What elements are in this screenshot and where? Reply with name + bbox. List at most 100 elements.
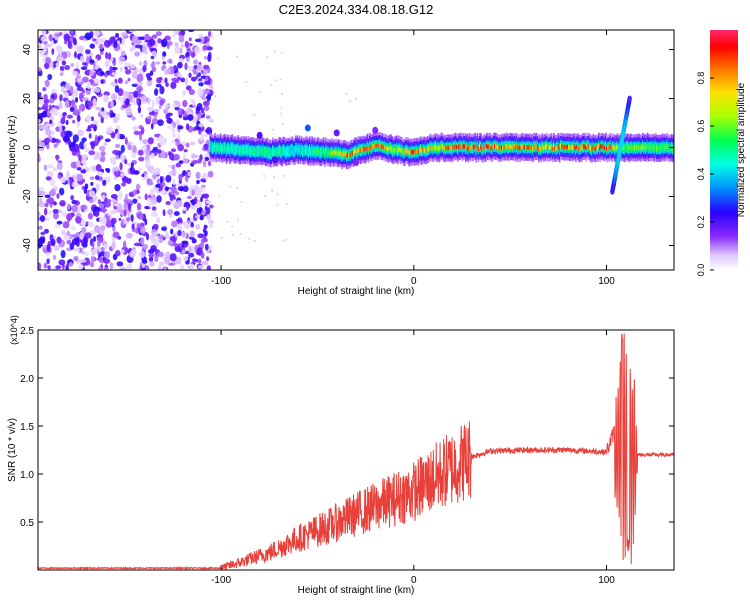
noise-cell	[138, 213, 144, 220]
ridge-cell	[426, 147, 429, 152]
noise-cell	[136, 223, 142, 229]
noise-cell	[171, 133, 177, 138]
noise-cell	[181, 240, 189, 245]
noise-cell	[60, 250, 66, 259]
noise-cell	[162, 51, 167, 58]
noise-cell	[38, 201, 46, 208]
ridge-cell	[339, 151, 341, 156]
noise-cell	[170, 228, 174, 235]
ridge-cell	[306, 148, 309, 154]
noise-cell	[141, 138, 149, 145]
ridge-cell	[672, 146, 674, 151]
noise-cell	[90, 181, 94, 186]
ridge-cell	[230, 146, 233, 151]
noise-cell	[146, 77, 153, 81]
noise-cell	[151, 67, 157, 73]
noise-cell	[220, 236, 223, 239]
ridge-cell	[379, 143, 382, 148]
ridge-cell	[348, 152, 351, 158]
noise-cell	[75, 216, 81, 224]
noise-cell	[156, 195, 162, 203]
ridge-cell	[283, 148, 286, 153]
ridge-cell	[240, 147, 243, 152]
ridge-cell	[342, 151, 345, 156]
ridge-cell	[459, 144, 462, 149]
noise-cell	[195, 258, 199, 263]
noise-cell	[181, 231, 188, 238]
noise-cell	[136, 73, 144, 82]
noise-cell	[39, 215, 46, 223]
ridge-cell	[385, 145, 388, 151]
ridge-cell	[214, 144, 216, 149]
noise-cell	[59, 72, 64, 77]
noise-cell	[119, 162, 123, 171]
colorbar-ticks: 0.0 0.2 0.4 0.6 0.8	[696, 72, 714, 276]
noise-cell	[53, 212, 59, 220]
noise-cell	[153, 113, 157, 118]
noise-cell	[114, 143, 121, 149]
noise-cell	[151, 34, 158, 39]
noise-cell	[144, 218, 148, 226]
noise-cell	[109, 65, 113, 74]
noise-cell	[149, 188, 155, 197]
noise-cell	[100, 225, 106, 231]
noise-cell	[202, 100, 210, 107]
ridge-cell	[430, 144, 433, 150]
noise-cell	[42, 87, 47, 92]
noise-cell	[147, 106, 154, 112]
ridge-cell	[663, 145, 666, 150]
noise-cell	[56, 220, 63, 225]
ridge-cell	[429, 145, 431, 151]
ridge-cell	[247, 147, 250, 152]
ridge-cell	[327, 150, 330, 156]
ridge-cell	[642, 144, 644, 149]
ridge-blob	[372, 126, 379, 134]
noise-cell	[168, 188, 172, 193]
noise-cell	[69, 233, 73, 240]
noise-cell	[145, 72, 151, 79]
noise-cell	[133, 90, 139, 98]
noise-cell	[100, 79, 104, 84]
ridge-cell	[243, 147, 245, 152]
ridge-cell	[455, 144, 458, 150]
ridge-cell	[354, 148, 356, 154]
noise-cell	[94, 87, 101, 93]
noise-cell	[165, 251, 171, 258]
ridge-cell	[533, 144, 536, 149]
noise-cell	[99, 51, 104, 55]
noise-cell	[135, 183, 141, 191]
noise-cell	[185, 142, 190, 148]
ridge-cell	[640, 145, 643, 151]
noise-cell	[103, 251, 110, 259]
noise-cell	[124, 66, 128, 70]
ridge-cell	[239, 148, 242, 154]
noise-cell	[141, 173, 145, 178]
noise-cell	[175, 200, 183, 208]
noise-cell	[258, 90, 261, 93]
ridge-cell	[613, 145, 615, 150]
ridge-cell	[295, 146, 297, 152]
noise-cell	[150, 245, 157, 252]
ridge-cell	[362, 147, 364, 152]
noise-cell	[155, 149, 162, 154]
ridge-cell	[658, 146, 660, 151]
ridge-cell	[355, 148, 357, 154]
ridge-cell	[478, 144, 481, 149]
noise-cell	[44, 62, 50, 70]
noise-cell	[63, 33, 71, 42]
ridge-cell	[322, 148, 325, 153]
noise-cell	[84, 32, 92, 40]
noise-cell	[197, 233, 204, 239]
ridge-cell	[513, 144, 516, 149]
noise-cell	[110, 66, 118, 71]
ridge-cell	[608, 145, 611, 151]
noise-cell	[172, 121, 177, 128]
ridge-cell	[529, 145, 532, 151]
ridge-cell	[307, 149, 310, 155]
ridge-cell	[333, 150, 336, 156]
x-tick-label: 100	[598, 276, 615, 287]
noise-cell	[197, 87, 204, 97]
ridge-cell	[384, 145, 386, 150]
ridge-cell	[273, 150, 275, 156]
